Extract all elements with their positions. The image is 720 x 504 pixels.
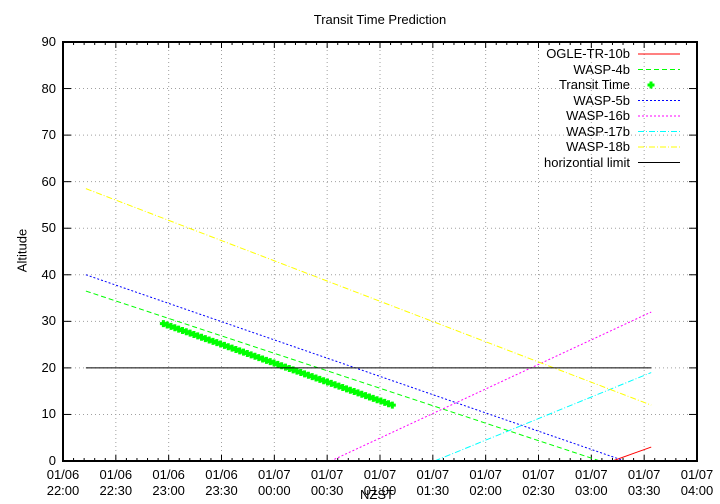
transit-time-point xyxy=(388,401,396,409)
chart-title: Transit Time Prediction xyxy=(313,12,447,27)
y-tick-label: 10 xyxy=(41,406,56,422)
series-line-wasp-4b xyxy=(85,290,601,462)
y-tick-label: 90 xyxy=(41,34,56,49)
x-tick-label: 01/07 00:00 xyxy=(258,467,291,498)
x-tick-label: 01/06 23:00 xyxy=(152,467,185,498)
plot-frame xyxy=(62,41,698,462)
x-tick-label: 01/07 01:30 xyxy=(416,467,450,498)
x-tick-label: 01/07 02:30 xyxy=(522,467,555,498)
series-line-ogle-tr-10b xyxy=(612,446,652,462)
y-tick-label: 0 xyxy=(48,453,56,468)
y-tick-label: 60 xyxy=(41,173,56,189)
legend-label: WASP-5b xyxy=(573,92,630,108)
y-tick-label: 20 xyxy=(41,359,56,375)
legend-label: WASP-16b xyxy=(566,108,630,123)
legend-label: WASP-4b xyxy=(573,61,630,77)
x-tick-label: 01/07 01:00 xyxy=(363,467,397,498)
x-tick-label: 01/07 00:30 xyxy=(310,467,344,498)
legend-label: WASP-17b xyxy=(566,123,630,139)
legend-label: horizontial limit xyxy=(544,154,630,170)
y-tick-label: 40 xyxy=(41,266,56,282)
x-tick-label: 01/07 03:00 xyxy=(575,467,608,498)
legend-label: WASP-18b xyxy=(566,139,630,154)
y-tick-label: 70 xyxy=(41,127,56,143)
y-tick-label: 50 xyxy=(41,220,56,236)
x-tick-label: 01/07 03:30 xyxy=(627,467,661,498)
y-tick-label: 30 xyxy=(41,313,56,329)
x-tick-label: 01/07 02:00 xyxy=(469,467,502,498)
series-line-wasp-17b xyxy=(434,372,652,462)
series-line-wasp-18b xyxy=(85,188,652,406)
x-tick-label: 01/07 04:00 xyxy=(680,467,714,498)
x-tick-label: 01/06 23:30 xyxy=(205,467,238,498)
x-tick-label: 01/06 22:00 xyxy=(46,467,80,498)
y-tick-label: 80 xyxy=(41,80,56,96)
series-line-wasp-16b xyxy=(330,311,652,462)
x-axis-label: NZST xyxy=(360,487,394,502)
legend-marker xyxy=(647,81,655,89)
legend-label: OGLE-TR-10b xyxy=(546,46,630,61)
legend-label: Transit Time xyxy=(558,77,630,92)
x-tick-label: 01/06 22:30 xyxy=(99,467,133,498)
